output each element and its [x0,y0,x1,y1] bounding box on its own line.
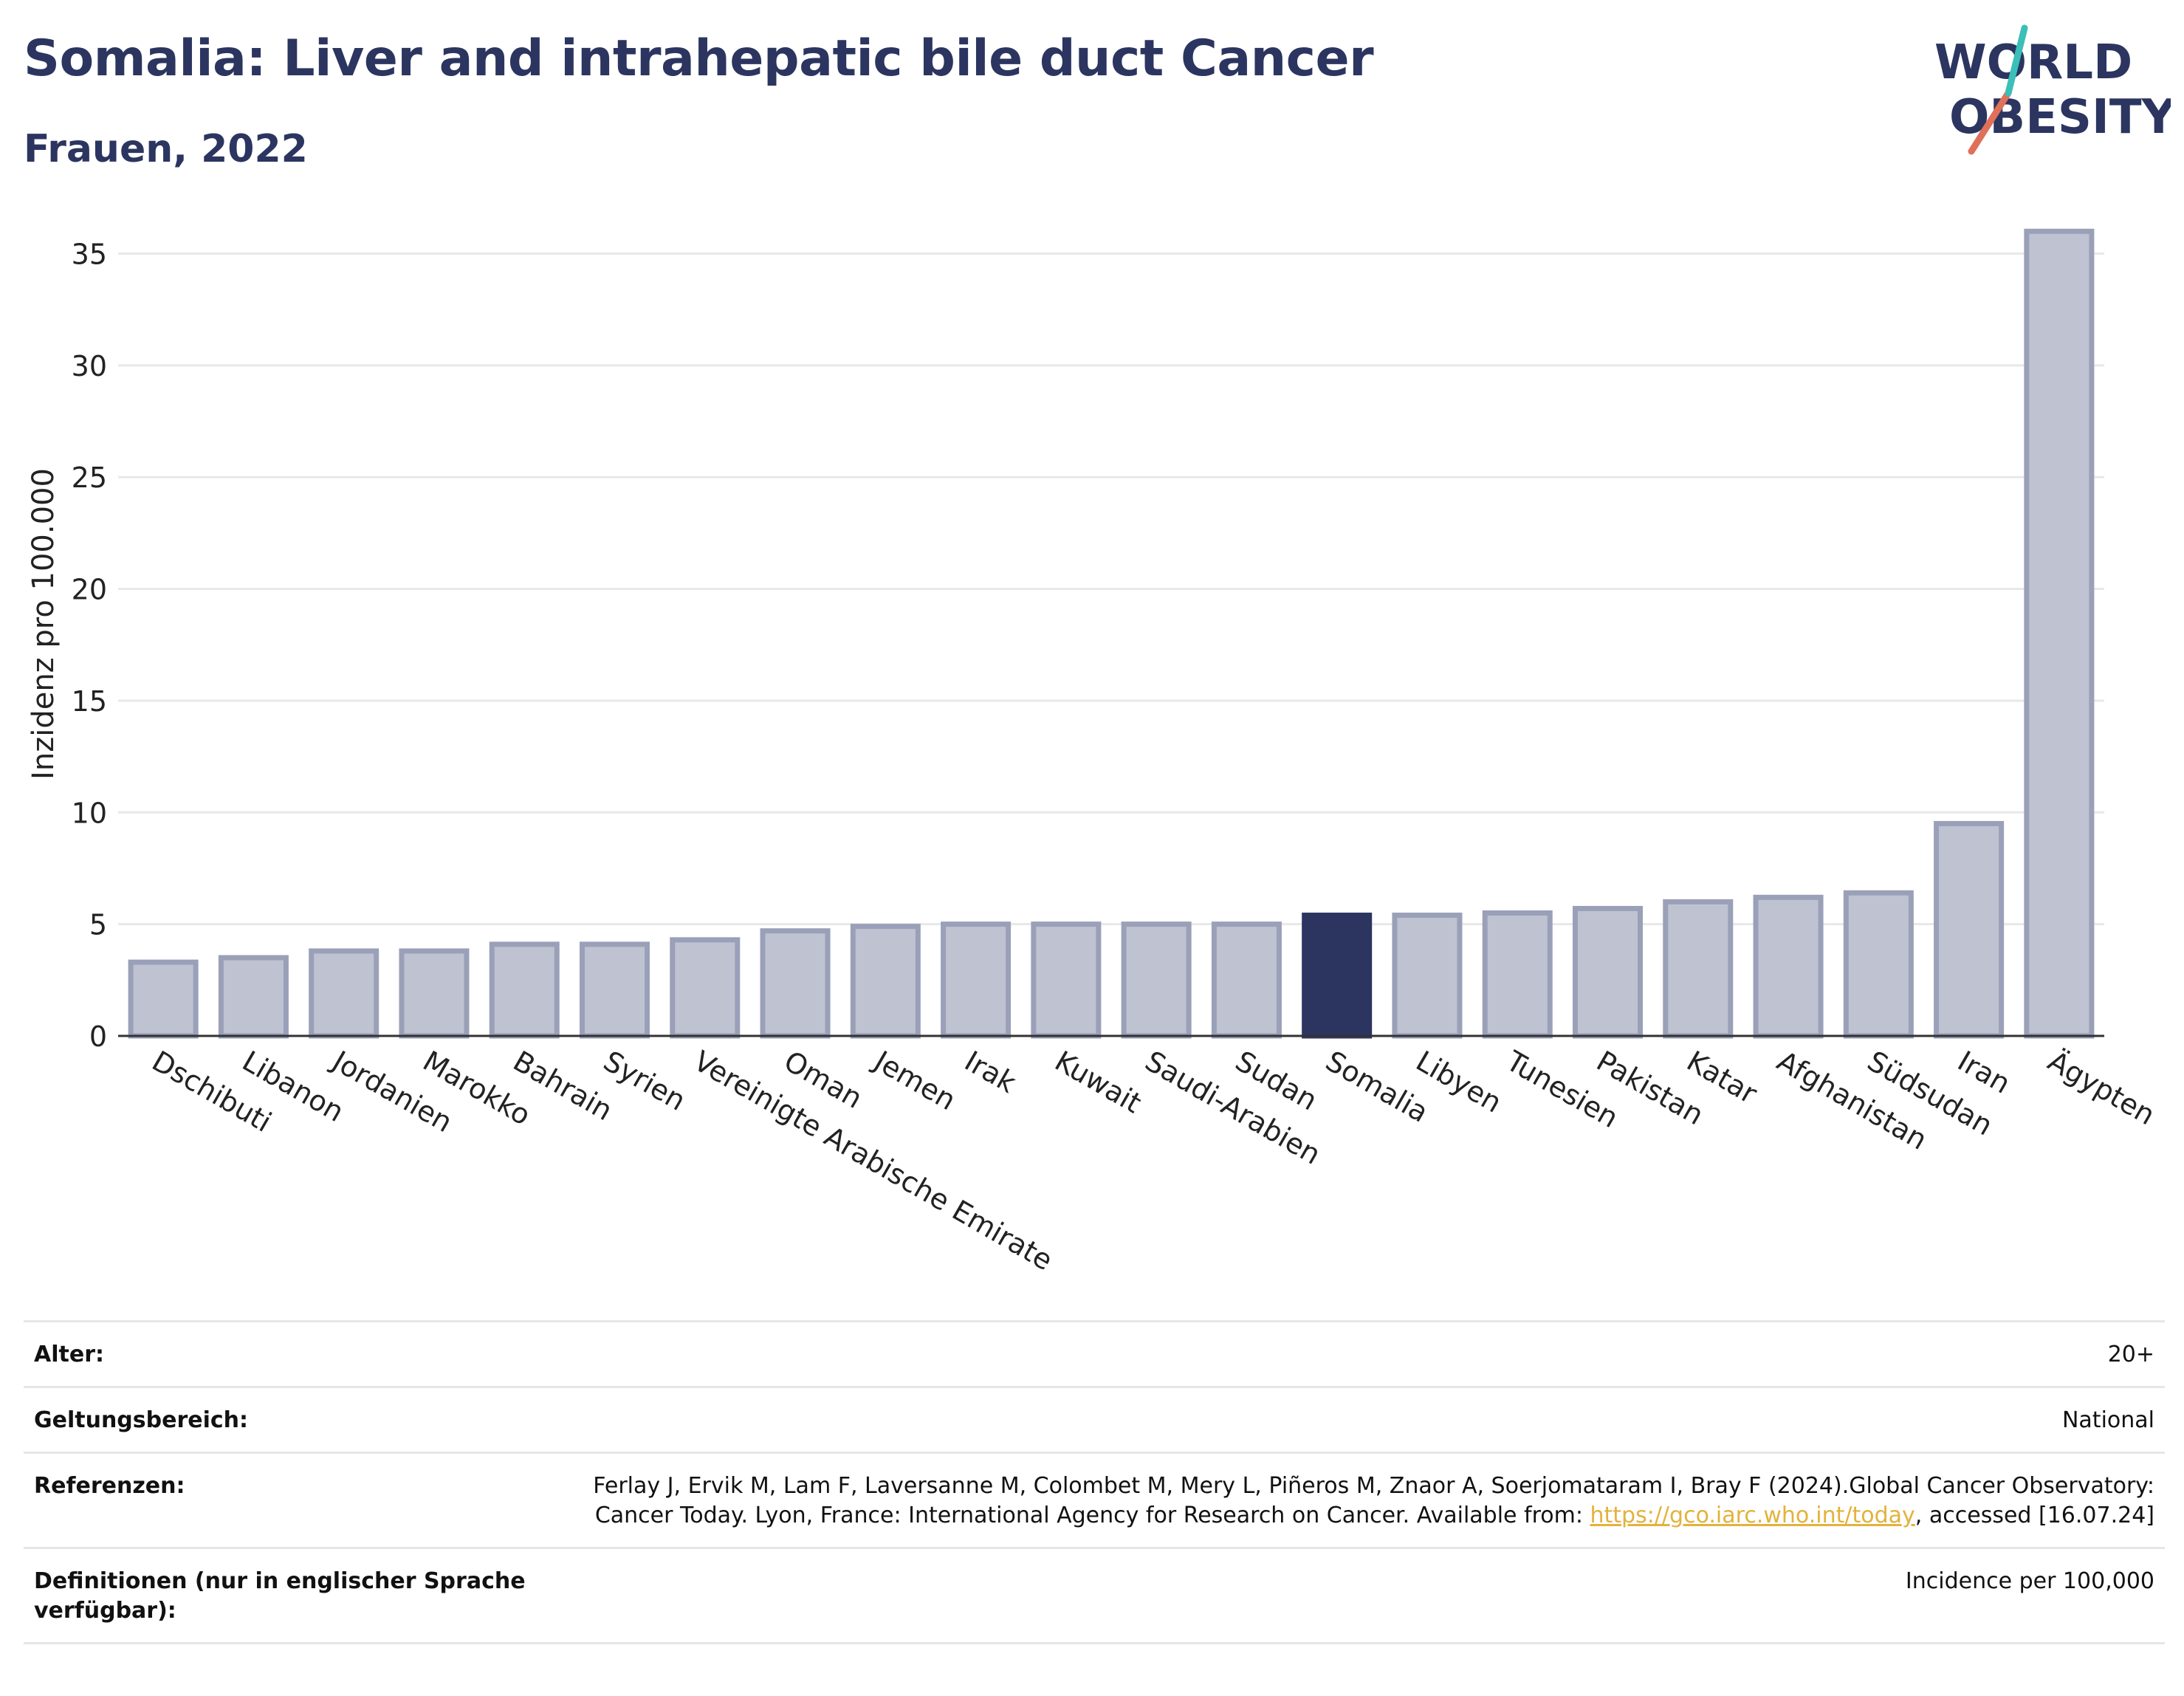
meta-scope-value: National [2061,1407,2154,1433]
logo-line1: WORLD [1934,35,2132,90]
bar-bahrain[interactable] [489,941,560,1039]
meta-age-label: Alter: [34,1342,104,1367]
bar-jemen[interactable] [850,924,921,1039]
reference-accessed: , accessed [16.07.24] [1915,1503,2154,1528]
bar-saudi-arabien[interactable] [1121,921,1192,1039]
bar-vereinigte-arabische-emirate[interactable] [670,937,741,1039]
page-subtitle: Frauen, 2022 [24,127,308,171]
metadata-table: Alter: 20+ Geltungsbereich: National Ref… [24,1320,2165,1644]
bar-oman[interactable] [760,928,831,1039]
meta-row-references: Referenzen: Ferlay J, Ervik M, Lam F, La… [24,1452,2165,1547]
meta-row-age: Alter: 20+ [24,1320,2165,1386]
y-tick-label: 30 [72,350,107,382]
bar-libanon[interactable] [218,955,289,1039]
x-tick-label: Kuwait [1049,1045,1147,1120]
bar-pakistan[interactable] [1572,905,1644,1039]
logo-slash-red [1968,89,2012,155]
bar-libyen[interactable] [1392,913,1463,1039]
gridlines [118,253,2104,926]
bar-somalia[interactable] [1302,913,1373,1039]
logo-line2: OBESITY [1949,90,2171,145]
meta-definitions-value: Incidence per 100,000 [1905,1568,2154,1594]
bar-sudan[interactable] [1211,921,1282,1039]
bar-tunesien[interactable] [1482,910,1553,1039]
bar-südsudan[interactable] [1843,890,1914,1039]
bar-iran[interactable] [1934,820,2005,1039]
meta-row-definitions: Definitionen (nur in englischer Sprache … [24,1547,2165,1644]
x-tick-label: Iran [1952,1045,2016,1100]
bar-chart: 05101520253035DschibutiLibanonJordanienM… [27,228,2161,1277]
meta-scope-label: Geltungsbereich: [34,1407,249,1433]
reference-text: Ferlay J, Ervik M, Lam F, Laversanne M, … [593,1473,2154,1528]
y-tick-label: 35 [72,238,107,271]
meta-definitions-label: Definitionen (nur in englischer Sprache … [34,1568,526,1624]
reference-link[interactable]: https://gco.iarc.who.int/today [1590,1503,1915,1528]
x-tick-label: Irak [959,1045,1021,1099]
meta-references-value: Ferlay J, Ervik M, Lam F, Laversanne M, … [567,1472,2154,1531]
bar-kuwait[interactable] [1031,921,1102,1039]
bar-ägypten[interactable] [2024,228,2095,1039]
y-axis-label: Inzidenz pro 100.000 [27,468,61,780]
bar-afghanistan[interactable] [1753,894,1824,1039]
bar-katar[interactable] [1663,899,1734,1039]
page-title: Somalia: Liver and intrahepatic bile duc… [24,30,1374,88]
bar-jordanien[interactable] [309,948,380,1039]
y-tick-label: 20 [72,574,107,606]
bars [128,228,2095,1039]
bar-dschibuti[interactable] [128,959,199,1039]
meta-references-label: Referenzen: [34,1473,185,1499]
y-tick-label: 5 [89,909,107,941]
y-tick-label: 0 [89,1020,107,1053]
y-tick-label: 10 [72,797,107,829]
x-tick-label: Jemen [868,1044,961,1117]
world-obesity-logo: WORLD OBESITY [1934,24,2171,155]
bar-syrien[interactable] [579,941,650,1039]
meta-age-value: 20+ [2107,1342,2154,1367]
logo-slash-teal [2005,24,2028,97]
y-tick-label: 15 [72,685,107,718]
y-tick-label: 25 [72,461,107,494]
axes: 05101520253035DschibutiLibanonJordanienM… [72,238,2161,1277]
x-tick-label: Somalia [1320,1045,1434,1129]
bar-marokko[interactable] [399,948,470,1039]
meta-row-scope: Geltungsbereich: National [24,1386,2165,1452]
bar-irak[interactable] [941,921,1012,1039]
x-tick-label: Ägypten [2042,1045,2160,1132]
